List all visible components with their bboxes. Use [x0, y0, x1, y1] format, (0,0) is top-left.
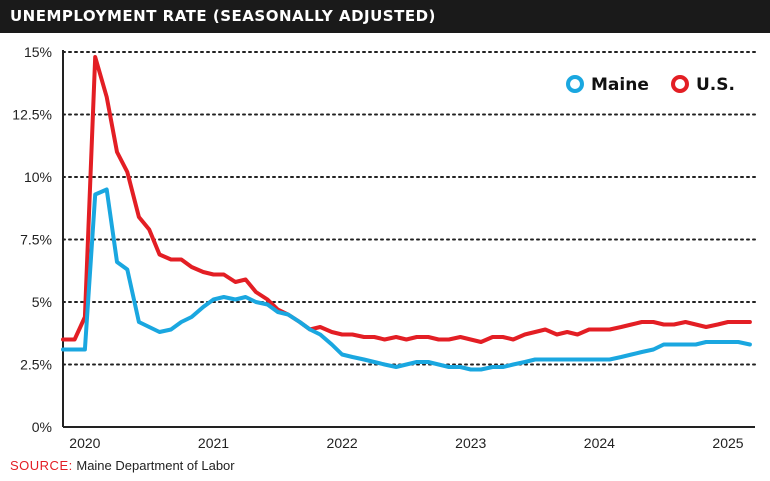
- y-tick-label: 10%: [24, 169, 52, 185]
- y-tick-label: 7.5%: [20, 232, 52, 248]
- line-chart: 0% 2.5% 5% 7.5% 10% 12.5% 15% 2020 2021 2022 2023 2…: [12, 44, 756, 451]
- y-tick-label: 5%: [32, 294, 52, 310]
- legend-label-maine: Maine: [591, 75, 649, 95]
- legend-marker-maine: [566, 75, 584, 93]
- source-label: SOURCE:: [10, 458, 73, 473]
- y-tick-label: 15%: [24, 44, 52, 60]
- title-bar: UNEMPLOYMENT RATE (SEASONALLY ADJUSTED): [0, 0, 770, 33]
- x-tick-label: 2022: [327, 435, 358, 451]
- series-line-maine: [61, 187, 752, 372]
- legend: Maine U.S.: [566, 75, 735, 95]
- x-tick-label: 2024: [584, 435, 615, 451]
- axis-layer: 0% 2.5% 5% 7.5% 10% 12.5% 15% 2020 2021 2022 2023 2…: [12, 44, 755, 451]
- series-layer: [61, 55, 752, 372]
- series-line-us: [61, 55, 752, 344]
- x-tick-label: 2021: [198, 435, 229, 451]
- x-tick-label: 2020: [69, 435, 100, 451]
- grid-layer: [62, 51, 756, 366]
- y-tick-label: 2.5%: [20, 357, 52, 373]
- chart-title: UNEMPLOYMENT RATE (SEASONALLY ADJUSTED): [10, 7, 436, 25]
- source-note: SOURCE: Maine Department of Labor: [10, 458, 235, 473]
- x-tick-label: 2025: [712, 435, 743, 451]
- y-tick-label: 0%: [32, 419, 52, 435]
- y-tick-label: 12.5%: [12, 107, 52, 123]
- source-text: Maine Department of Labor: [76, 458, 235, 473]
- x-tick-label: 2023: [455, 435, 486, 451]
- legend-label-us: U.S.: [696, 75, 735, 95]
- legend-marker-us: [671, 75, 689, 93]
